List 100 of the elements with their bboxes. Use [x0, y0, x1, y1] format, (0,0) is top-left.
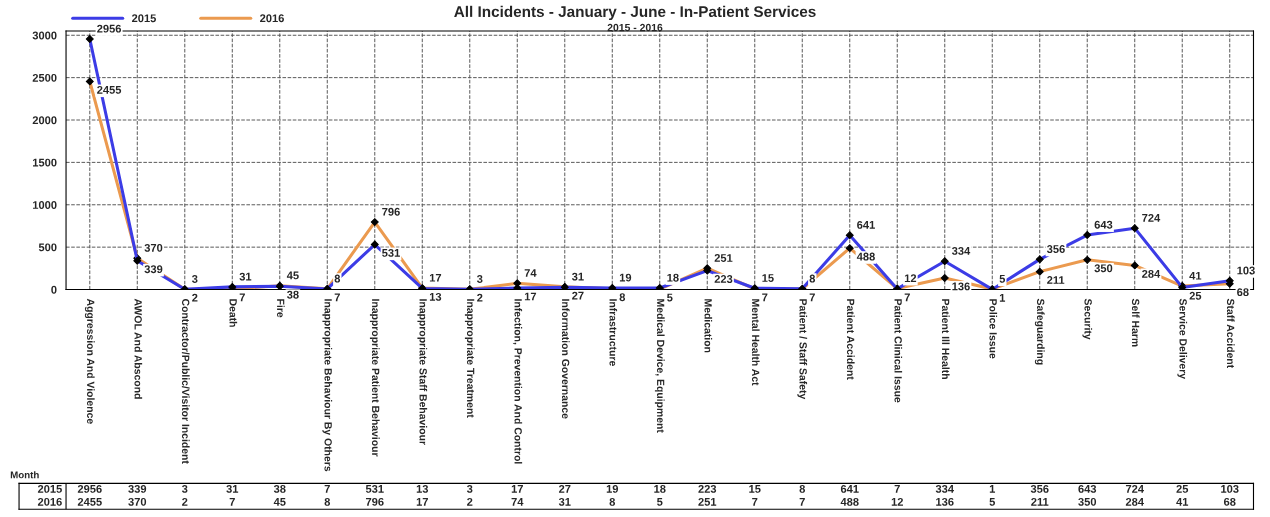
- data-label: 12: [891, 497, 903, 506]
- annotation: 7: [334, 293, 340, 302]
- data-label: 8: [609, 497, 616, 506]
- annotation: 724: [1142, 213, 1161, 222]
- data-label: 3: [181, 484, 188, 493]
- chart-subtitle: 2015 - 2016: [607, 23, 663, 32]
- annotation: 339: [144, 265, 163, 274]
- data-label: 370: [128, 497, 147, 506]
- annotation: 31: [239, 272, 252, 281]
- data-label: 2: [467, 497, 473, 506]
- data-label: 1: [989, 485, 996, 493]
- annotation: 68: [1237, 288, 1249, 297]
- x-tick-label: Patient Ill Health: [941, 299, 950, 379]
- annotation: 211: [1047, 276, 1065, 284]
- annotation: 7: [809, 293, 815, 302]
- x-tick-label: Service Delivery: [1177, 298, 1188, 379]
- annotation: 3: [191, 275, 198, 283]
- annotation: 7: [904, 293, 910, 302]
- data-label: 18: [654, 484, 666, 493]
- annotation: 8: [809, 274, 816, 283]
- annotation: 796: [382, 207, 400, 216]
- annotation: 3: [476, 275, 483, 283]
- data-label: 2: [182, 497, 188, 506]
- text: 2016: [37, 497, 62, 506]
- data-label: 223: [698, 484, 717, 493]
- data-label: 7: [752, 498, 758, 506]
- data-label: 74: [511, 498, 524, 506]
- annotation: 2455: [97, 85, 122, 94]
- annotation: 350: [1094, 264, 1113, 273]
- x-tick-label: Patient Accident: [846, 299, 855, 380]
- text: 2015: [37, 484, 62, 493]
- annotation: 8: [334, 274, 341, 283]
- data-label: 284: [1125, 497, 1144, 506]
- legend-label: 2016: [260, 14, 284, 23]
- x-tick-label: Safeguarding: [1034, 298, 1045, 365]
- x-tick-label: Inappropriate Behaviour By Others: [322, 299, 333, 472]
- data-label: 796: [365, 497, 384, 506]
- data-label: 7: [894, 485, 900, 493]
- legend-label: 2015: [131, 14, 156, 23]
- data-label: 251: [698, 497, 717, 506]
- x-tick-label: Staff Accident: [1226, 298, 1235, 369]
- data-label: 724: [1125, 484, 1144, 493]
- data-label: 488: [840, 497, 859, 506]
- annotation: 334: [951, 246, 971, 255]
- annotation: 2: [192, 293, 198, 302]
- x-tick-label: Police Issue: [989, 299, 998, 359]
- x-tick-label: Inappropriate Treatment: [464, 299, 475, 418]
- annotation: 5: [667, 293, 673, 302]
- data-label: 211: [1031, 497, 1049, 506]
- data-label: 31: [226, 484, 239, 493]
- annotation: 370: [144, 243, 163, 252]
- y-tick-label: 1500: [33, 158, 57, 167]
- annotation: 15: [762, 274, 774, 282]
- annotation: 31: [571, 272, 584, 281]
- annotation: 531: [382, 248, 400, 257]
- annotation: 38: [286, 290, 299, 299]
- x-tick-label: Medication: [704, 299, 713, 353]
- data-label: 2455: [77, 497, 102, 506]
- annotation: 5: [999, 274, 1006, 283]
- annotation: 643: [1094, 220, 1113, 229]
- x-tick-label: Infection, Prevention And Control: [512, 299, 523, 464]
- x-tick-label: Death: [229, 299, 238, 327]
- x-tick-label: Medical Device, Equipment: [654, 299, 665, 433]
- x-tick-label: Self Harm: [1131, 298, 1140, 347]
- data-label: 19: [606, 484, 619, 493]
- y-tick-label: 500: [38, 243, 57, 252]
- x-tick-label: Aggression And Violence: [84, 298, 95, 424]
- annotation: 17: [429, 273, 442, 282]
- annotation: 1: [999, 294, 1006, 302]
- data-label: 15: [749, 485, 761, 493]
- x-tick-label: Information Governance: [561, 299, 570, 419]
- annotation: 41: [1189, 271, 1202, 280]
- data-label: 8: [324, 497, 331, 506]
- annotation: 7: [762, 293, 768, 302]
- data-label: 2956: [77, 484, 102, 493]
- data-label: 531: [365, 484, 384, 493]
- annotation: 19: [619, 273, 632, 282]
- data-label: 334: [935, 484, 954, 493]
- data-label: 27: [558, 484, 571, 493]
- data-label: 339: [128, 484, 147, 493]
- data-label: 350: [1078, 497, 1097, 506]
- annotation: 251: [714, 254, 733, 262]
- data-label: 641: [840, 484, 859, 493]
- data-label: 3: [466, 484, 473, 493]
- data-label: 103: [1221, 484, 1239, 493]
- x-tick-label: Patient Clinical Issue: [894, 299, 903, 403]
- data-label: 68: [1223, 497, 1236, 506]
- data-label: 7: [229, 498, 235, 506]
- y-tick-label: 0: [51, 285, 57, 294]
- x-tick-label: AWOL And Abscond: [134, 298, 143, 399]
- annotation: 223: [714, 275, 733, 283]
- x-tick-label: Inappropriate Staff Behaviour: [417, 299, 428, 445]
- annotation: 17: [524, 292, 537, 301]
- annotation: 2956: [97, 24, 122, 33]
- x-tick-label: Patient / Staff Safety: [797, 299, 808, 400]
- y-tick-label: 3000: [32, 31, 57, 40]
- x-tick-label: Inappropriate Patient Behaviour: [369, 299, 380, 457]
- annotation: 488: [856, 252, 875, 261]
- annotation: 356: [1046, 245, 1065, 253]
- x-tick-label: Security: [1082, 298, 1093, 340]
